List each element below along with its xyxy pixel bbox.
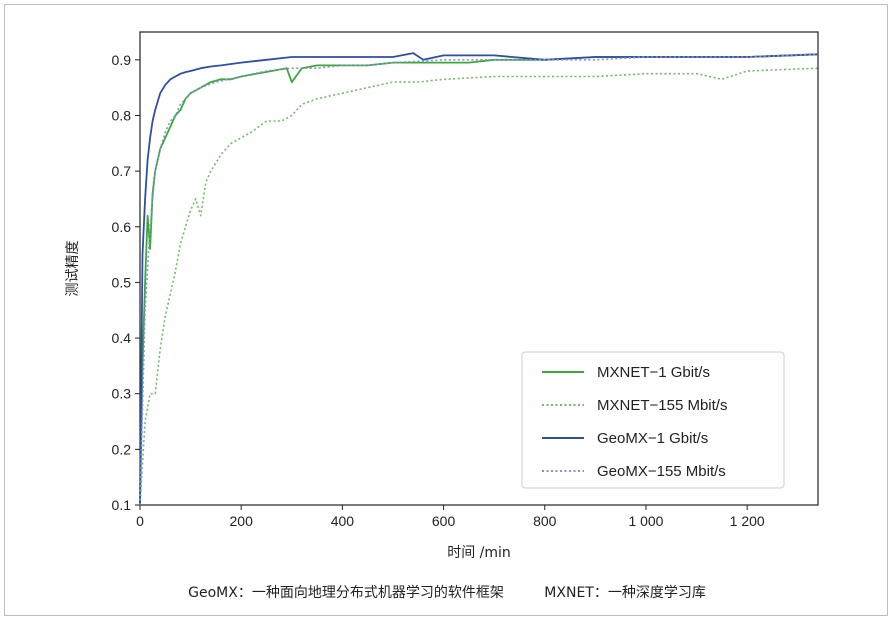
x-tick-label: 200 bbox=[230, 513, 254, 529]
figure-caption: GeoMX：一种面向地理分布式机器学习的软件框架 MXNET：一种深度学习库 bbox=[0, 582, 894, 602]
series-line-3 bbox=[139, 53, 819, 506]
y-tick-label: 0.2 bbox=[112, 441, 132, 457]
series-line-1 bbox=[139, 67, 819, 506]
y-tick-label: 0.4 bbox=[112, 330, 132, 346]
plot-border bbox=[139, 31, 819, 506]
x-tick-label: 1 000 bbox=[628, 513, 663, 529]
legend-label-3: GeoMX−155 Mbit/s bbox=[597, 463, 726, 480]
x-tick-label: 1 200 bbox=[730, 513, 765, 529]
x-axis: 0 200 400 600 800 1 000 1 200 bbox=[136, 505, 765, 529]
legend-label-2: GeoMX−1 Gbit/s bbox=[597, 430, 708, 447]
x-tick-label: 800 bbox=[533, 513, 557, 529]
y-tick-label: 0.9 bbox=[112, 52, 132, 68]
legend: MXNET−1 Gbit/s MXNET−155 Mbit/s GeoMX−1 Gb… bbox=[521, 351, 785, 489]
x-tick-label: 600 bbox=[432, 513, 456, 529]
x-tick-label: 0 bbox=[136, 513, 144, 529]
y-axis: 0.1 0.2 0.3 0.4 0.5 0.6 0.7 0.8 0.9 bbox=[112, 52, 140, 513]
y-tick-label: 0.5 bbox=[112, 274, 132, 290]
y-tick-label: 0.1 bbox=[112, 497, 132, 513]
series-line-2 bbox=[139, 52, 819, 506]
y-tick-label: 0.3 bbox=[112, 386, 132, 402]
x-tick-label: 400 bbox=[331, 513, 355, 529]
legend-label-1: MXNET−155 Mbit/s bbox=[597, 397, 727, 414]
x-axis-title: 时间 /min bbox=[447, 545, 511, 561]
y-tick-label: 0.8 bbox=[112, 107, 132, 123]
figure-frame bbox=[4, 4, 888, 616]
caption-geomx: GeoMX：一种面向地理分布式机器学习的软件框架 bbox=[188, 585, 504, 601]
legend-box bbox=[521, 351, 785, 489]
series-layer bbox=[139, 52, 819, 506]
y-tick-label: 0.7 bbox=[112, 163, 132, 179]
plot-area bbox=[139, 31, 819, 506]
y-tick-label: 0.6 bbox=[112, 219, 132, 235]
y-axis-title: 测试精度 bbox=[65, 241, 81, 297]
legend-label-0: MXNET−1 Gbit/s bbox=[597, 364, 710, 381]
caption-mxnet: MXNET：一种深度学习库 bbox=[544, 585, 706, 601]
